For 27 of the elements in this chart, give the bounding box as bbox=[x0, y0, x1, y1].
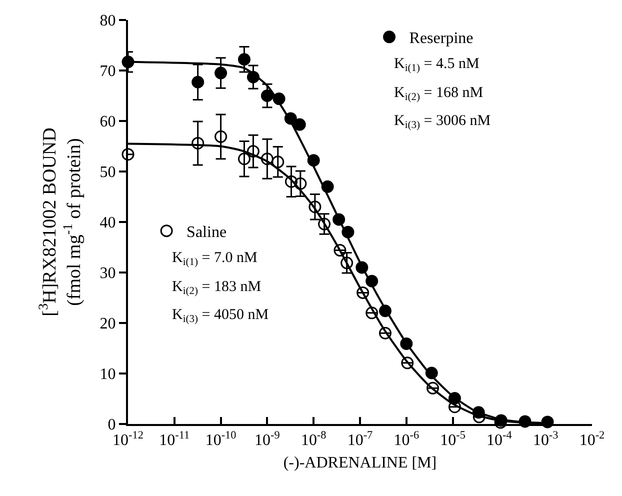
annotation: K$_{i(1)}$ = 7.0 nM bbox=[172, 250, 258, 268]
y-tick-label: 30 bbox=[100, 265, 116, 282]
legend-label: Saline bbox=[186, 224, 227, 242]
annotation: K$_{i(3)}$ = 4050 nM bbox=[172, 307, 269, 326]
x-tick-label: 10$^{-4}$ bbox=[486, 429, 512, 450]
y-tick-label: 10 bbox=[100, 366, 116, 384]
x-tick-label: 10$^{-9}$ bbox=[254, 429, 280, 450]
y-tick-label: 20 bbox=[100, 316, 116, 333]
annotation: K$_{i(3)}$ = 3006 nM bbox=[394, 113, 491, 132]
y-tick-label: 80 bbox=[100, 12, 116, 30]
y-tick-label: 60 bbox=[100, 114, 116, 131]
y-tick-label: 50 bbox=[100, 164, 116, 182]
y-tick-label: 70 bbox=[100, 63, 116, 80]
x-tick-label: 10$^{-3}$ bbox=[532, 429, 559, 450]
x-tick-label: 10$^{-7}$ bbox=[347, 429, 374, 450]
x-tick-label: 10$^{-6}$ bbox=[394, 429, 420, 450]
annotation: K$_{i(2)}$ = 168 nM bbox=[394, 85, 484, 104]
annotation: K$_{i(1)}$ = 4.5 nM bbox=[394, 56, 480, 74]
y-tick-label: 40 bbox=[100, 214, 116, 232]
x-tick-label: 10$^{-8}$ bbox=[300, 429, 327, 450]
x-tick-label: 10$^{-10}$ bbox=[205, 429, 237, 450]
x-axis-title: (-)-ADRENALINE [M] bbox=[283, 454, 437, 472]
annotation: K$_{i(2)}$ = 183 nM bbox=[172, 279, 262, 298]
x-tick-label: 10$^{-2}$ bbox=[579, 429, 605, 450]
x-tick-label: 10$^{-11}$ bbox=[159, 429, 190, 450]
x-tick-label: 10$^{-5}$ bbox=[440, 429, 466, 450]
legend-label: Reserpine bbox=[409, 30, 474, 48]
